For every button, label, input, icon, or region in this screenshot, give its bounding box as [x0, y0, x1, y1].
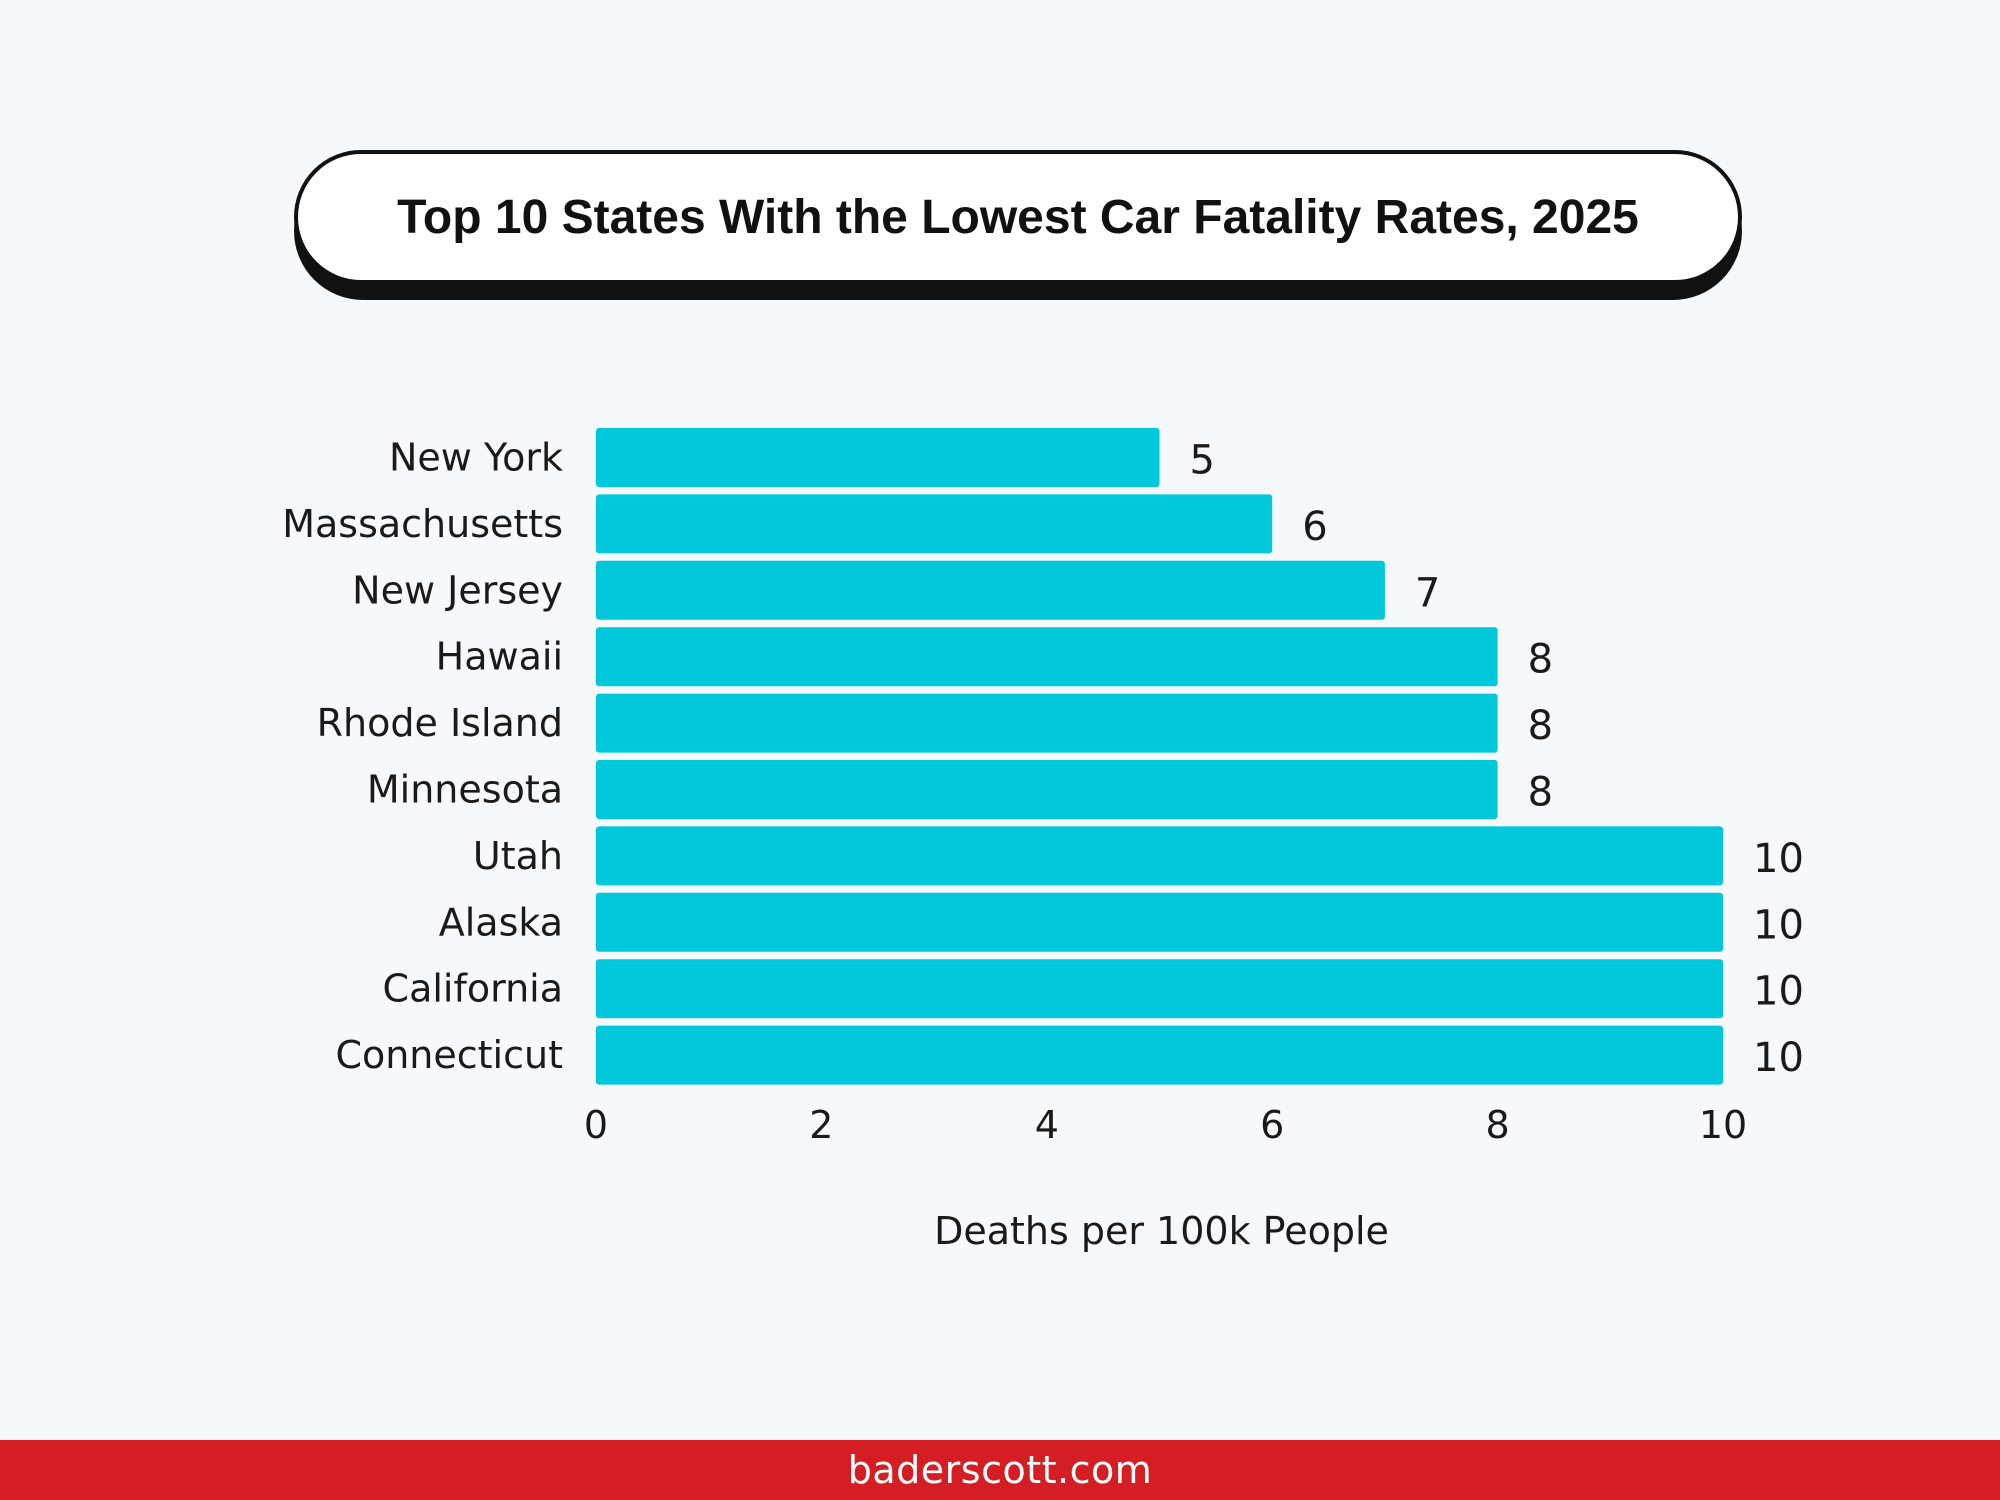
x-axis-title: Deaths per 100k People — [934, 1209, 1389, 1253]
bar — [596, 826, 1723, 886]
data-label: 7 — [1415, 570, 1440, 616]
data-label: 8 — [1528, 770, 1553, 816]
bar — [596, 627, 1498, 687]
category-label: Alaska — [439, 900, 563, 944]
data-label: 6 — [1302, 504, 1327, 550]
data-label: 8 — [1528, 703, 1553, 749]
category-label: Utah — [473, 834, 563, 878]
bar — [596, 760, 1498, 819]
category-label: Connecticut — [335, 1033, 563, 1077]
data-label: 10 — [1753, 969, 1804, 1015]
category-label: California — [383, 967, 563, 1011]
x-tick-label: 10 — [1699, 1103, 1747, 1147]
footer-banner: baderscott.com — [0, 1440, 2000, 1500]
bar — [596, 494, 1273, 554]
x-tick-label: 4 — [1035, 1103, 1059, 1147]
bar-chart: New York 5 Massachusetts 6 New Jersey 7 Hawaii… — [282, 428, 1804, 1253]
category-label: New Jersey — [352, 568, 563, 612]
chart-title: Top 10 States With the Lowest Car Fatali… — [397, 190, 1639, 244]
data-label: 8 — [1528, 637, 1553, 683]
data-label: 5 — [1190, 438, 1215, 484]
category-label: Massachusetts — [282, 502, 563, 546]
category-label: Hawaii — [436, 635, 563, 679]
bar — [596, 1025, 1723, 1085]
bar — [596, 560, 1385, 620]
bar — [596, 959, 1723, 1019]
category-label: New York — [389, 436, 563, 480]
title-pill: Top 10 States With the Lowest Car Fatali… — [294, 150, 1742, 284]
bar — [596, 428, 1160, 487]
x-tick-label: 0 — [584, 1103, 608, 1147]
x-tick-label: 2 — [809, 1103, 833, 1147]
x-tick-label: 8 — [1486, 1103, 1510, 1147]
bar — [596, 693, 1498, 753]
data-label: 10 — [1753, 836, 1804, 882]
bar — [596, 892, 1723, 952]
data-label: 10 — [1753, 1035, 1804, 1081]
category-label: Rhode Island — [317, 701, 563, 745]
footer-website: baderscott.com — [847, 1448, 1153, 1492]
x-tick-label: 6 — [1260, 1103, 1284, 1147]
data-label: 10 — [1753, 902, 1804, 948]
category-label: Minnesota — [367, 768, 563, 812]
